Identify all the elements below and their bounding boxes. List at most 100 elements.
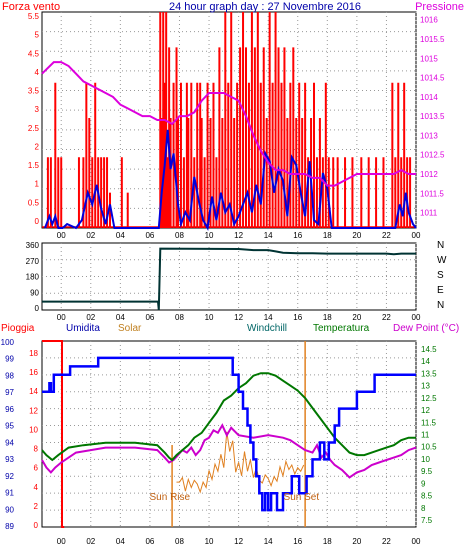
y-tick-label: 2 bbox=[34, 502, 39, 511]
y-tick-label: 4 bbox=[35, 68, 40, 77]
pressure-tick-label: 1012 bbox=[420, 170, 438, 179]
temp-x-tick-labels: 00 02 04 06 08 10 12 14 16 18 20 22 00 bbox=[57, 537, 421, 546]
temp-plot-area bbox=[41, 340, 417, 528]
x-tick-label: 06 bbox=[145, 231, 154, 240]
x-tick-label: 00 bbox=[57, 313, 66, 322]
y-tick-label: 10 bbox=[421, 455, 430, 464]
x-tick-label: 18 bbox=[323, 313, 332, 322]
y-tick-label: 12.5 bbox=[421, 394, 437, 403]
chart-title: 24 hour graph day : 27 Novembre 2016 bbox=[169, 1, 361, 13]
x-tick-label: 20 bbox=[352, 231, 361, 240]
y-tick-label: 95 bbox=[5, 422, 14, 431]
compass-label: E bbox=[437, 285, 444, 296]
y-tick-label: 14 bbox=[29, 387, 38, 396]
y-tick-label: 5.5 bbox=[28, 12, 40, 21]
y-tick-label: 1.5 bbox=[28, 161, 40, 170]
y-tick-label: 16 bbox=[29, 368, 38, 377]
y-tick-label: 4.5 bbox=[28, 49, 40, 58]
wind-x-tick-labels: 00 02 04 06 08 10 12 14 16 18 20 22 00 bbox=[57, 231, 421, 240]
x-tick-label: 22 bbox=[382, 231, 391, 240]
x-tick-label: 08 bbox=[175, 231, 184, 240]
x-tick-label: 00 bbox=[57, 231, 66, 240]
x-tick-label: 06 bbox=[145, 313, 154, 322]
y-tick-label: 93 bbox=[5, 455, 14, 464]
y-tick-label: 89 bbox=[5, 522, 14, 531]
pressure-tick-label: 1012.5 bbox=[420, 151, 445, 160]
x-tick-label: 14 bbox=[264, 231, 273, 240]
x-tick-label: 10 bbox=[205, 231, 214, 240]
x-tick-label: 04 bbox=[116, 313, 125, 322]
y-tick-label: 180 bbox=[26, 273, 40, 282]
x-tick-label: 02 bbox=[86, 537, 95, 546]
y-tick-label: 0 bbox=[35, 217, 40, 226]
x-tick-label: 04 bbox=[116, 231, 125, 240]
wind-gridlines bbox=[42, 12, 417, 228]
compass-label: S bbox=[437, 270, 444, 281]
x-tick-label: 18 bbox=[323, 537, 332, 546]
legend-umidita: Umidita bbox=[66, 323, 100, 334]
x-tick-label: 02 bbox=[86, 313, 95, 322]
y-tick-label: 90 bbox=[30, 288, 39, 297]
x-tick-label: 12 bbox=[234, 231, 243, 240]
y-tick-label: 96 bbox=[5, 405, 14, 414]
y-tick-label: 94 bbox=[5, 438, 14, 447]
x-tick-label: 12 bbox=[234, 537, 243, 546]
pressure-tick-label: 1014 bbox=[420, 93, 438, 102]
pressure-axis-label: Pressione bbox=[415, 1, 464, 13]
y-tick-label: 9.5 bbox=[421, 467, 433, 476]
wind-direction-line bbox=[42, 247, 416, 311]
pressure-tick-label: 1015 bbox=[420, 54, 438, 63]
legend-dew-point: Dew Point (°C) bbox=[393, 323, 459, 334]
sun-set-label: Sun Set bbox=[284, 492, 320, 503]
wind-pressure-panel: 00 02 04 06 08 10 12 14 16 18 20 22 00 00.511.522.53… bbox=[2, 1, 464, 240]
y-tick-label: 97 bbox=[5, 388, 14, 397]
direction-left-tick-labels: 0 90 180 270 360 bbox=[26, 241, 40, 313]
y-tick-label: 8 bbox=[421, 504, 426, 513]
y-tick-label: 18 bbox=[29, 349, 38, 358]
x-tick-label: 16 bbox=[293, 537, 302, 546]
sun-rise-label: Sun Rise bbox=[150, 492, 191, 503]
y-tick-label: 270 bbox=[26, 257, 40, 266]
x-tick-label: 16 bbox=[293, 313, 302, 322]
temp-gridlines bbox=[42, 341, 417, 527]
y-tick-label: 360 bbox=[26, 241, 40, 250]
y-tick-label: 98 bbox=[5, 371, 14, 380]
x-tick-label: 14 bbox=[264, 313, 273, 322]
y-tick-label: 11 bbox=[421, 431, 430, 440]
x-tick-label: 10 bbox=[205, 313, 214, 322]
wind-left-tick-labels: 0 0.5 1 1.5 2 2.5 3 3.5 4 4.5 5 5.5 bbox=[28, 12, 40, 226]
x-tick-label: 22 bbox=[382, 537, 391, 546]
legend-windchill: Windchill bbox=[247, 323, 287, 334]
compass-label: N bbox=[437, 240, 444, 251]
temperature-humidity-panel: Pioggia Umidita Solar Windchill Temperat… bbox=[1, 323, 460, 546]
y-tick-label: 13 bbox=[421, 382, 430, 391]
pressure-tick-label: 1015.5 bbox=[420, 35, 445, 44]
x-tick-label: 18 bbox=[323, 231, 332, 240]
y-tick-label: 12 bbox=[29, 406, 38, 415]
y-tick-label: 3 bbox=[35, 105, 40, 114]
y-tick-label: 100 bbox=[1, 338, 15, 347]
y-tick-label: 2 bbox=[35, 142, 40, 151]
x-tick-label: 20 bbox=[352, 537, 361, 546]
y-tick-label: 11.5 bbox=[421, 418, 437, 427]
pressure-line bbox=[41, 61, 416, 187]
y-tick-label: 9 bbox=[421, 479, 426, 488]
x-tick-label: 00 bbox=[412, 313, 421, 322]
legend-temperatura: Temperatura bbox=[313, 323, 370, 334]
temperature-tick-labels: 7.5 8 8.5 9 9.5 10 10.5 11 11.5 12 12.5 13 13.5 14 14.… bbox=[421, 345, 437, 525]
y-tick-label: 0 bbox=[35, 304, 40, 313]
x-tick-label: 04 bbox=[116, 537, 125, 546]
rain-line bbox=[42, 340, 65, 528]
wind-average-line bbox=[44, 129, 417, 232]
x-tick-label: 06 bbox=[145, 537, 154, 546]
y-tick-label: 0.5 bbox=[28, 198, 40, 207]
y-tick-label: 14.5 bbox=[421, 345, 437, 354]
y-tick-label: 91 bbox=[5, 489, 14, 498]
x-tick-label: 22 bbox=[382, 313, 391, 322]
x-tick-label: 20 bbox=[352, 313, 361, 322]
x-tick-label: 16 bbox=[293, 231, 302, 240]
legend-pioggia: Pioggia bbox=[1, 323, 35, 334]
y-tick-label: 7.5 bbox=[421, 516, 433, 525]
y-tick-label: 3.5 bbox=[28, 87, 40, 96]
